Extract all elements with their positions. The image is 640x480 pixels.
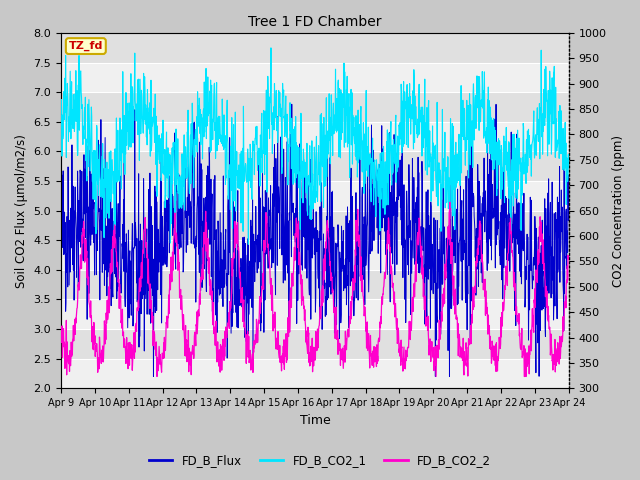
Bar bbox=[61, 92, 569, 122]
Bar bbox=[61, 122, 569, 151]
Bar bbox=[61, 240, 569, 270]
Bar bbox=[61, 359, 569, 388]
Bar bbox=[61, 181, 569, 211]
Title: Tree 1 FD Chamber: Tree 1 FD Chamber bbox=[248, 15, 381, 29]
Bar bbox=[61, 62, 569, 92]
Text: TZ_fd: TZ_fd bbox=[68, 41, 103, 51]
Y-axis label: CO2 Concentration (ppm): CO2 Concentration (ppm) bbox=[612, 134, 625, 287]
Bar bbox=[61, 33, 569, 62]
Bar bbox=[61, 329, 569, 359]
Legend: FD_B_Flux, FD_B_CO2_1, FD_B_CO2_2: FD_B_Flux, FD_B_CO2_1, FD_B_CO2_2 bbox=[144, 449, 496, 472]
X-axis label: Time: Time bbox=[300, 414, 330, 427]
Bar bbox=[61, 270, 569, 300]
Bar bbox=[61, 211, 569, 240]
Y-axis label: Soil CO2 Flux (μmol/m2/s): Soil CO2 Flux (μmol/m2/s) bbox=[15, 134, 28, 288]
Bar bbox=[61, 300, 569, 329]
Bar bbox=[61, 151, 569, 181]
